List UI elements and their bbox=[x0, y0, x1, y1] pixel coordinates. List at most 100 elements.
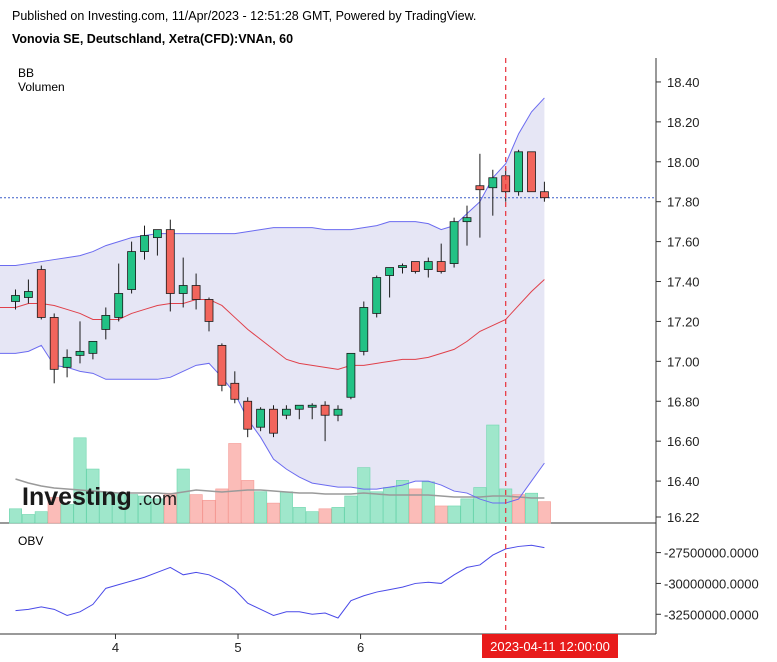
candle-body bbox=[488, 177, 498, 189]
published-info: Published on Investing.com, 11/Apr/2023 … bbox=[12, 9, 477, 23]
price-tick-label: 16.80 bbox=[667, 394, 700, 409]
bb-lower-line bbox=[0, 344, 545, 504]
investing-logo: Investing .com bbox=[22, 483, 177, 511]
candle-body bbox=[114, 293, 124, 318]
time-tick-label: 4 bbox=[112, 640, 119, 655]
candle-body bbox=[36, 269, 46, 318]
price-tick-label: 16.22 bbox=[667, 510, 700, 525]
price-tick-label: 18.00 bbox=[667, 155, 700, 170]
volume-bar bbox=[189, 494, 203, 524]
volume-bar bbox=[292, 507, 306, 524]
volume-bar bbox=[421, 481, 435, 524]
crosshair-time-label: 2023-04-11 12:00:00 bbox=[482, 634, 618, 658]
volume-bar bbox=[537, 501, 551, 524]
candle-body bbox=[398, 265, 407, 268]
candle-body bbox=[243, 400, 253, 430]
volume-bar bbox=[344, 495, 358, 524]
candle-body bbox=[462, 217, 472, 223]
volume-bar bbox=[408, 488, 422, 524]
volume-bar bbox=[47, 497, 61, 524]
volume-bar bbox=[305, 511, 319, 524]
candle-body bbox=[62, 356, 72, 368]
candle-body bbox=[217, 344, 227, 386]
candle-body bbox=[88, 340, 98, 354]
candle-body bbox=[385, 267, 395, 276]
candle-body bbox=[75, 350, 85, 356]
candle-body bbox=[23, 291, 33, 298]
candle-body bbox=[204, 299, 214, 322]
candle-body bbox=[165, 229, 175, 294]
obv-line bbox=[15, 544, 545, 619]
candle-body bbox=[49, 317, 59, 370]
candle-body bbox=[372, 277, 382, 314]
price-tick-label: 18.20 bbox=[667, 115, 700, 130]
volume-bar bbox=[73, 437, 87, 524]
volume-bar bbox=[21, 514, 35, 524]
candle-body bbox=[514, 151, 523, 193]
price-tick-label: 18.40 bbox=[667, 75, 700, 90]
volume-bar bbox=[318, 508, 332, 524]
candle-body bbox=[449, 221, 459, 264]
logo-text: Investing bbox=[22, 483, 132, 511]
volume-bar bbox=[176, 468, 190, 524]
price-tick-label: 17.60 bbox=[667, 235, 700, 250]
volume-bar bbox=[383, 487, 397, 524]
candle-body bbox=[101, 315, 111, 330]
crosshair-label-bg bbox=[482, 634, 618, 658]
candle-body bbox=[281, 408, 291, 416]
volume-bar bbox=[60, 504, 74, 524]
instrument-title: Vonovia SE, Deutschland, Xetra(CFD):VNAn… bbox=[12, 32, 294, 46]
volume-bar bbox=[331, 507, 345, 524]
volume-bar bbox=[254, 491, 268, 524]
volume-bar bbox=[125, 494, 139, 524]
price-tick-label: 16.40 bbox=[667, 474, 700, 489]
obv-tick-label: -32500000.0000 bbox=[664, 607, 759, 622]
volume-bar bbox=[499, 488, 513, 524]
bb-middle-line bbox=[0, 279, 545, 370]
volume-bar bbox=[9, 508, 22, 524]
volume-bar bbox=[86, 468, 100, 524]
volume-bar bbox=[447, 505, 461, 524]
candle-body bbox=[127, 251, 136, 290]
volume-bar bbox=[150, 498, 164, 524]
candle-body bbox=[191, 285, 201, 300]
volume-ma-line bbox=[15, 478, 545, 499]
volume-bar bbox=[473, 487, 487, 524]
candle-body bbox=[359, 307, 369, 352]
volume-bar bbox=[34, 511, 48, 524]
obv-label: OBV bbox=[18, 534, 43, 548]
volume-bar bbox=[434, 505, 448, 524]
volume-bar bbox=[395, 480, 409, 524]
price-tick-label: 17.00 bbox=[667, 354, 700, 369]
candle-body bbox=[540, 191, 549, 199]
time-tick-label: 6 bbox=[357, 640, 364, 655]
candle-body bbox=[346, 352, 356, 398]
candle-body bbox=[152, 229, 162, 239]
candle-body bbox=[423, 261, 433, 270]
candle-body bbox=[475, 185, 485, 191]
crosshair-label-text: 2023-04-11 12:00:00 bbox=[490, 639, 610, 654]
volume-bar bbox=[138, 495, 152, 524]
volume-bar bbox=[279, 491, 293, 524]
candle-body bbox=[410, 261, 420, 272]
volume-bar bbox=[370, 491, 384, 524]
volume-bar bbox=[460, 498, 474, 524]
candle-body bbox=[140, 235, 149, 252]
bb-label: BB bbox=[18, 66, 34, 80]
logo-suffix: .com bbox=[138, 489, 177, 509]
price-tick-label: 17.20 bbox=[667, 314, 700, 329]
candle-body bbox=[256, 408, 266, 428]
volume-bar bbox=[524, 492, 538, 524]
volume-bar bbox=[228, 443, 242, 524]
price-tick-label: 17.40 bbox=[667, 275, 700, 290]
volume-bar bbox=[163, 492, 177, 524]
volume-bar bbox=[512, 494, 526, 524]
bb-fill bbox=[0, 97, 545, 504]
candle-body bbox=[294, 404, 304, 410]
candle-body bbox=[527, 151, 536, 193]
volume-bar bbox=[215, 488, 229, 524]
volume-bar bbox=[241, 480, 255, 524]
time-tick-label: 5 bbox=[234, 640, 241, 655]
volume-bar bbox=[202, 499, 216, 524]
